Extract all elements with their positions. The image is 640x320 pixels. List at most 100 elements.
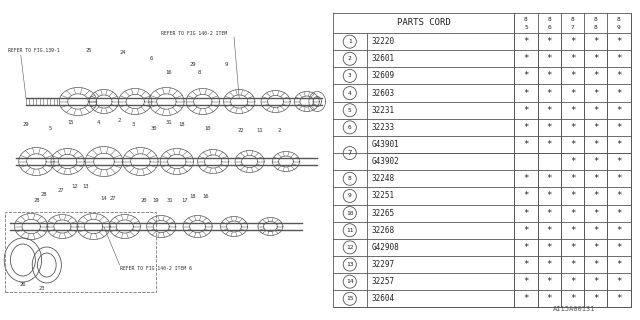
Text: *: *: [593, 260, 598, 269]
Text: 13: 13: [346, 262, 353, 267]
Text: 6: 6: [547, 25, 551, 30]
Text: 8: 8: [198, 69, 202, 75]
Text: *: *: [616, 243, 621, 252]
Text: 1: 1: [348, 39, 351, 44]
Text: 29: 29: [23, 123, 29, 127]
Text: 27: 27: [109, 196, 116, 201]
Text: *: *: [524, 294, 529, 303]
Text: 12: 12: [72, 185, 78, 189]
Text: *: *: [524, 89, 529, 98]
Text: *: *: [616, 123, 621, 132]
Text: 23: 23: [38, 285, 45, 291]
Text: 8: 8: [348, 176, 351, 181]
Text: 20: 20: [140, 197, 147, 203]
Text: 22: 22: [238, 127, 244, 132]
Text: *: *: [524, 106, 529, 115]
Text: *: *: [593, 226, 598, 235]
Bar: [5, 212, 156, 292]
Text: *: *: [570, 209, 575, 218]
Text: *: *: [593, 294, 598, 303]
Text: *: *: [524, 226, 529, 235]
Text: *: *: [570, 106, 575, 115]
Text: REFER TO FIG 140-2 ITEM 6: REFER TO FIG 140-2 ITEM 6: [120, 266, 191, 271]
Text: *: *: [570, 260, 575, 269]
Text: *: *: [570, 140, 575, 149]
Text: 14: 14: [100, 196, 108, 201]
Text: 2: 2: [348, 56, 351, 61]
Text: *: *: [593, 54, 598, 63]
Text: 5: 5: [348, 108, 351, 113]
Text: *: *: [593, 174, 598, 183]
Text: G43901: G43901: [371, 140, 399, 149]
Text: 4: 4: [97, 119, 100, 124]
Text: *: *: [593, 37, 598, 46]
Text: 5: 5: [48, 125, 52, 131]
Text: *: *: [616, 140, 621, 149]
Text: *: *: [570, 37, 575, 46]
Text: 32251: 32251: [371, 191, 395, 200]
Text: 11: 11: [346, 228, 353, 233]
Text: *: *: [616, 54, 621, 63]
Text: *: *: [524, 209, 529, 218]
Text: *: *: [593, 191, 598, 200]
Text: *: *: [524, 71, 529, 80]
Text: 19: 19: [153, 197, 159, 203]
Text: 6: 6: [149, 55, 152, 60]
Text: 9: 9: [225, 62, 228, 68]
Text: *: *: [570, 226, 575, 235]
Text: AI15A00131: AI15A00131: [553, 306, 595, 312]
Text: *: *: [524, 54, 529, 63]
Text: 7: 7: [348, 150, 352, 156]
Text: 18: 18: [179, 123, 185, 127]
Text: *: *: [547, 277, 552, 286]
Text: *: *: [570, 243, 575, 252]
Text: *: *: [593, 71, 598, 80]
Text: 25: 25: [85, 47, 92, 52]
Text: *: *: [570, 89, 575, 98]
Text: 17: 17: [181, 197, 188, 203]
Text: *: *: [524, 140, 529, 149]
Text: *: *: [616, 106, 621, 115]
Text: *: *: [593, 243, 598, 252]
Text: REFER TO FIG 140-2 ITEM: REFER TO FIG 140-2 ITEM: [161, 31, 227, 36]
Text: *: *: [616, 71, 621, 80]
Text: *: *: [547, 209, 552, 218]
Text: *: *: [570, 191, 575, 200]
Text: 32268: 32268: [371, 226, 395, 235]
Text: *: *: [616, 226, 621, 235]
Text: 28: 28: [33, 197, 40, 203]
Text: 16: 16: [203, 194, 209, 198]
Text: 8: 8: [617, 17, 621, 22]
Text: 18: 18: [189, 194, 196, 198]
Text: 32257: 32257: [371, 277, 395, 286]
Text: *: *: [616, 174, 621, 183]
Text: 10: 10: [346, 211, 353, 216]
Text: *: *: [593, 157, 598, 166]
Text: 15: 15: [67, 119, 74, 124]
Text: 16: 16: [165, 69, 172, 75]
Text: 32231: 32231: [371, 106, 395, 115]
Text: *: *: [593, 89, 598, 98]
Text: 29: 29: [189, 62, 196, 68]
Text: *: *: [547, 174, 552, 183]
Text: *: *: [547, 106, 552, 115]
Text: *: *: [547, 260, 552, 269]
Text: *: *: [570, 174, 575, 183]
Text: *: *: [616, 277, 621, 286]
Text: *: *: [570, 71, 575, 80]
Text: 31: 31: [165, 119, 172, 124]
Text: 3: 3: [131, 123, 135, 127]
Text: 8: 8: [571, 17, 574, 22]
Text: 11: 11: [257, 127, 263, 132]
Text: *: *: [570, 294, 575, 303]
Text: 32604: 32604: [371, 294, 395, 303]
Text: *: *: [570, 123, 575, 132]
Text: 12: 12: [346, 245, 353, 250]
Text: *: *: [547, 294, 552, 303]
Text: *: *: [547, 54, 552, 63]
Text: *: *: [616, 89, 621, 98]
Text: *: *: [616, 294, 621, 303]
Text: 8: 8: [594, 25, 598, 30]
Text: 8: 8: [524, 17, 528, 22]
Text: *: *: [593, 106, 598, 115]
